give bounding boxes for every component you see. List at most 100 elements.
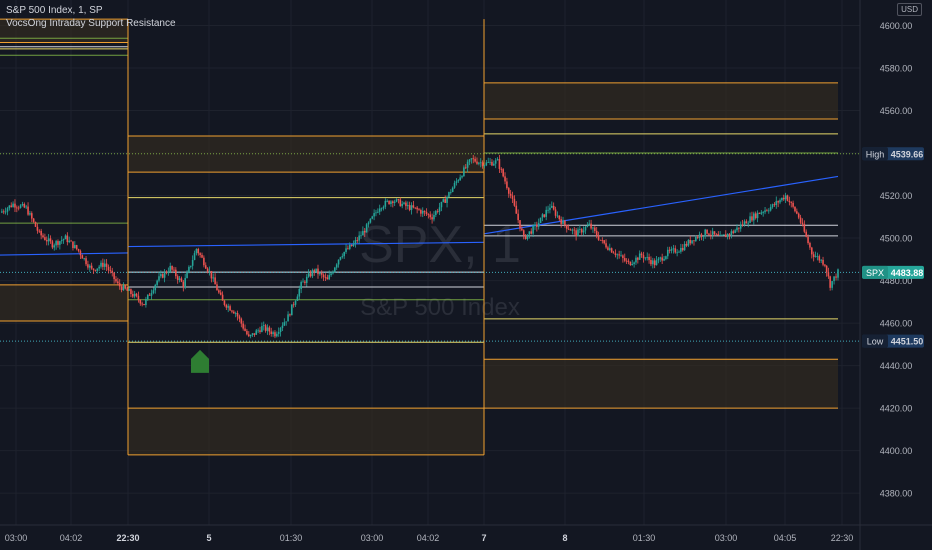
candle-body [191,259,194,266]
candle-body [223,300,226,305]
candle-body [620,255,622,257]
candle-body [105,263,108,267]
x-tick-label: 01:30 [633,533,656,543]
candle-body [616,254,619,256]
candle-body [158,276,160,281]
candle-body [762,212,764,213]
candle-body [717,234,720,236]
candle-body [504,176,506,182]
candle-body [607,247,609,250]
price-label-high: High 4539.66 [862,147,924,161]
candle-body [21,203,24,206]
candle-body [324,277,327,278]
y-tick-label: 4460.00 [880,319,913,329]
candle-body [590,223,592,229]
candle-body [352,243,355,247]
candle-body [377,211,379,213]
candle-body [461,176,463,178]
candle-body [227,306,230,308]
candle-body [629,261,632,266]
candle-body [575,230,577,237]
candle-body [509,193,512,196]
symbol-title[interactable]: S&P 500 Index, 1, SP [6,5,103,16]
candle-body [262,325,265,327]
time-axis[interactable]: 03:00 04:02 22:30 5 01:30 03:00 04:02 7 8 01:30 03… [0,524,932,543]
candle-body [36,226,39,231]
sr-zone [0,284,128,321]
candle-body [163,271,166,278]
candle-body [807,236,809,243]
candle-body [766,210,768,212]
candle-body [375,212,377,214]
candle-body [77,249,80,251]
candle-body [146,294,149,300]
candle-body [133,293,136,297]
candle-body [597,235,600,240]
candle-body [464,167,467,169]
candle-body [809,242,811,248]
candle-body [782,197,785,200]
candle-body [444,199,446,203]
candle-body [319,272,321,275]
price-label-tag-box [862,334,888,348]
candle-body [479,162,482,164]
candle-body [779,200,781,203]
watermark-symbol: SPX, 1 [359,216,521,274]
indicator-title[interactable]: VocsOng Intraday Support Resistance [6,18,176,29]
candle-body [395,199,398,202]
watermark-name: S&P 500 Index [360,294,520,321]
candle-body [334,267,336,272]
candle-body [208,270,211,272]
candle-body [118,283,121,287]
candle-body [543,214,546,217]
candle-body [663,258,665,261]
y-tick-label: 4500.00 [880,234,913,244]
average-line [127,241,485,248]
candle-body [270,331,273,334]
candle-body [474,158,476,162]
chart-legend: S&P 500 Index, 1, SP VocsOng Intraday Su… [6,4,176,30]
candle-body [345,248,347,252]
candle-body [341,256,344,258]
price-label-value: 4451.50 [891,337,924,347]
candle-body [532,225,534,234]
candle-body [85,258,87,265]
candle-body [455,181,458,183]
candle-body [70,240,72,242]
candle-body [429,214,432,218]
sr-zone [484,359,838,409]
candle-body [388,200,390,205]
price-label-tag-box [862,265,888,279]
candle-body [412,205,415,208]
candle-body [317,268,319,275]
currency-badge[interactable]: USD [897,3,922,16]
candle-body [513,198,516,206]
candle-body [431,217,433,220]
candle-body [38,230,41,232]
candle-body [57,241,59,245]
candle-body [347,248,349,250]
candle-body [115,279,117,282]
candle-body [219,292,222,295]
y-tick-label: 4560.00 [880,106,913,116]
candle-body [390,201,392,205]
x-tick-label: 03:00 [5,533,28,543]
candle-body [124,285,127,289]
candle-body [537,223,540,227]
candle-body [680,247,682,252]
candle-body [233,311,235,314]
candle-body [827,272,830,277]
candle-body [242,323,244,329]
candle-body [558,215,561,220]
candle-body [420,209,422,214]
candle-body [111,270,114,273]
candle-body [545,209,547,217]
price-label-value: 4539.66 [891,149,924,159]
candle-body [247,334,250,337]
candle-body [328,275,331,280]
candle-body [534,224,536,226]
candle-body [304,281,306,283]
candle-body [154,284,157,291]
candle-body [683,243,686,251]
